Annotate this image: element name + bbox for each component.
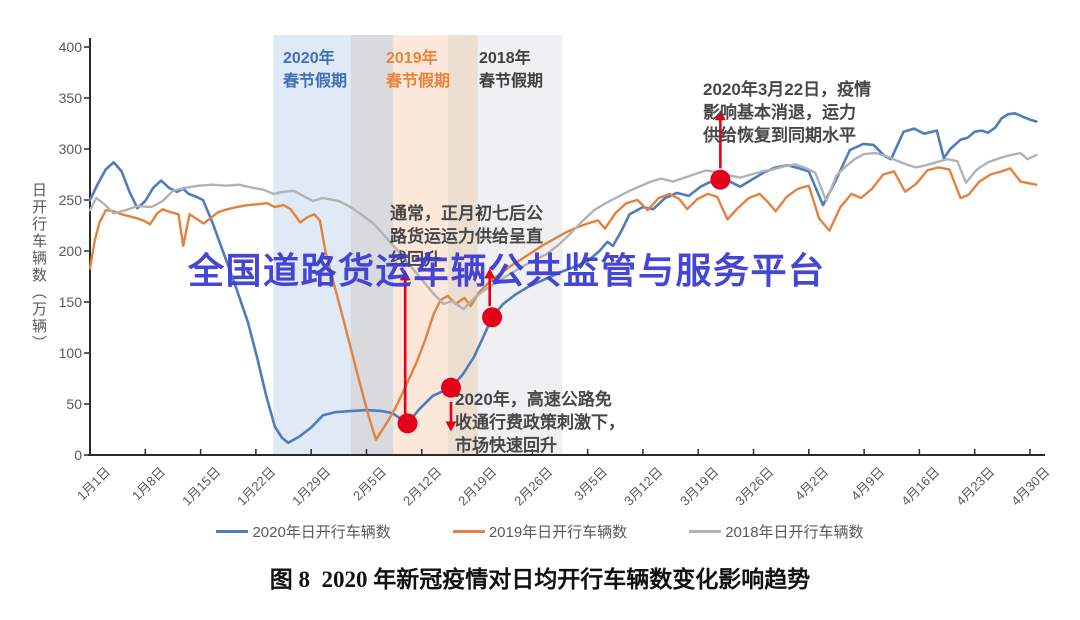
annotation-line: 通常，正月初七后公 bbox=[390, 204, 543, 223]
event-marker-dot-3 bbox=[710, 169, 731, 190]
ann-toll-free: 2020年，高速公路免 收通行费政策刺激下， 市场快速回升 bbox=[455, 389, 625, 458]
y-tick-label-400: 400 bbox=[58, 39, 82, 55]
annotation-line: 市场快速回升 bbox=[455, 435, 557, 455]
y-axis-title: 日开行车辆数（万辆） bbox=[30, 182, 47, 352]
annotation-line: 供给恢复到同期水平 bbox=[703, 125, 856, 145]
annotation-line: 线回升 bbox=[390, 249, 441, 269]
legend-item-0: 2020年日开行车辆数 bbox=[216, 521, 391, 542]
y-tick-label-250: 250 bbox=[58, 192, 82, 208]
holiday-band-1 bbox=[350, 35, 394, 455]
annotation-arrowhead-1 bbox=[445, 421, 457, 432]
y-tick-label-350: 350 bbox=[58, 90, 82, 106]
event-marker-dot-0 bbox=[397, 413, 418, 434]
holiday-band-2 bbox=[393, 35, 448, 455]
event-marker-dot-1 bbox=[440, 377, 461, 398]
annotation-arrowhead-3 bbox=[714, 110, 726, 121]
y-tick-label-0: 0 bbox=[74, 447, 82, 463]
legend-line-swatch-0 bbox=[216, 530, 249, 533]
series-line-0 bbox=[88, 112, 1038, 445]
series-line-1 bbox=[88, 166, 1038, 441]
y-tick-label-200: 200 bbox=[58, 243, 82, 259]
annotation-line: 2020年，高速公路免 bbox=[455, 390, 612, 409]
legend-label-1: 2019年日开行车辆数 bbox=[488, 524, 628, 541]
annotation-line: 收通行费政策刺激下， bbox=[455, 412, 625, 432]
legend-label-0: 2020年日开行车辆数 bbox=[252, 524, 391, 541]
annotation-arrowhead-0 bbox=[399, 270, 411, 281]
legend-label-2: 2018年日开行车辆数 bbox=[725, 524, 864, 541]
annotation-line: 影响基本消退，运力 bbox=[703, 102, 856, 122]
figure-caption: 图 8 2020 年新冠疫情对日均开行车辆数变化影响趋势 bbox=[269, 567, 811, 592]
legend-item-2: 2018年日开行车辆数 bbox=[689, 521, 864, 542]
holiday-label-1: 2019年 春节假期 bbox=[386, 50, 451, 91]
platform-watermark: 全国道路货运车辆公共监管与服务平台 bbox=[188, 250, 826, 291]
y-tick-label-100: 100 bbox=[58, 345, 82, 361]
series-line-2 bbox=[88, 151, 1038, 311]
annotation-arrowhead-2 bbox=[484, 268, 496, 279]
ann-march22: 2020年3月22日，疫情 影响基本消退，运力 供给恢复到同期水平 bbox=[703, 79, 871, 148]
holiday-band-0 bbox=[273, 35, 351, 455]
legend-line-swatch-1 bbox=[452, 530, 485, 533]
legend-line-swatch-2 bbox=[689, 530, 722, 533]
legend-item-1: 2019年日开行车辆数 bbox=[452, 521, 628, 542]
y-tick-label-50: 50 bbox=[66, 396, 82, 412]
y-tick-label-300: 300 bbox=[58, 141, 82, 157]
event-marker-dot-2 bbox=[482, 307, 503, 328]
annotation-line: 2020年3月22日，疫情 bbox=[703, 80, 872, 99]
holiday-label-2: 2018年 春节假期 bbox=[479, 50, 544, 91]
ann-normal-recovery: 通常，正月初七后公 路货运运力供给呈直 线回升 bbox=[390, 203, 543, 272]
annotation-line: 路货运运力供给呈直 bbox=[390, 226, 543, 246]
holiday-band-4 bbox=[477, 35, 563, 455]
chart-legend: 2020年日开行车辆数 2019年日开行车辆数 2018年日开行车辆数 bbox=[0, 521, 1080, 542]
holiday-label-0: 2020年 春节假期 bbox=[283, 50, 348, 91]
y-tick-label-150: 150 bbox=[58, 294, 82, 310]
